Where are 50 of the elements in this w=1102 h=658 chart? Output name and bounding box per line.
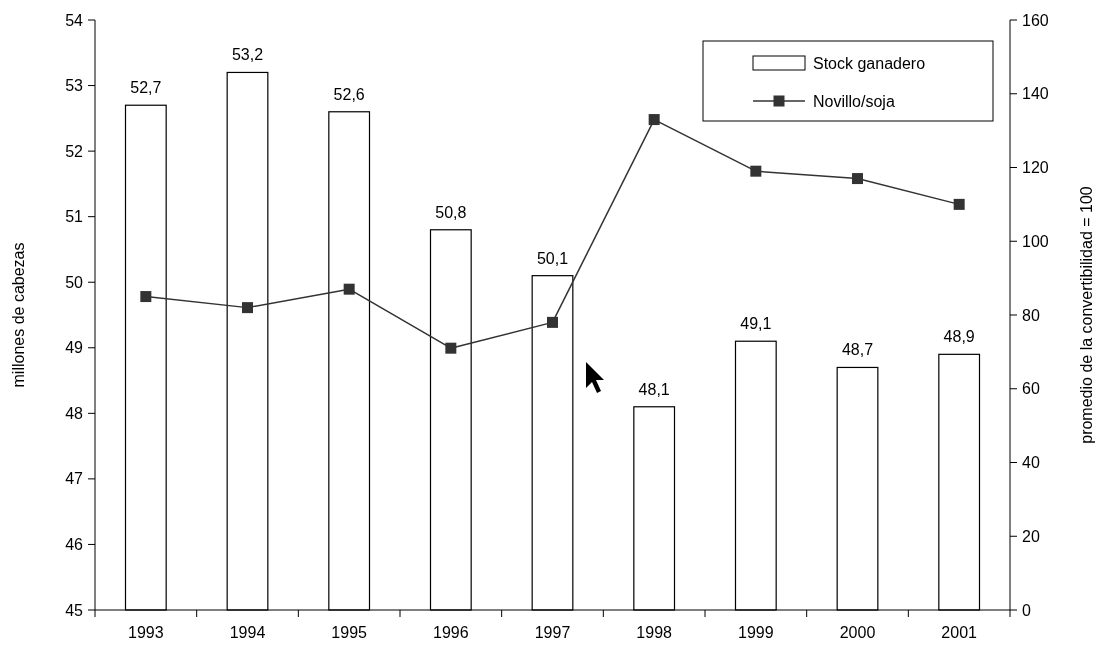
y2-tick-label: 100 [1022,232,1049,250]
data-label: 49,1 [740,315,772,333]
y2-axis-title: promedio de la convertibilidad = 100 [1078,186,1095,444]
x-tick-label: 1997 [534,624,571,641]
data-label: 48,9 [943,328,975,346]
x-tick-label: 1998 [636,624,673,641]
y-tick-label: 45 [65,601,84,619]
data-label: 53,2 [231,46,264,64]
y-tick-label: 54 [65,11,84,29]
point [547,316,558,328]
point [242,302,253,314]
y-tick-label: 47 [65,470,84,488]
point [343,283,355,295]
y2-tick-label: 20 [1022,527,1040,545]
y-tick-label: 46 [65,536,84,554]
y-tick-label: 52 [65,142,84,160]
y2-tick-label: 40 [1022,454,1040,472]
y2-tick-label: 140 [1022,85,1049,103]
x-tick-label: 1996 [433,624,469,641]
y-tick-label: 48 [65,404,84,422]
y2-tick-label: 80 [1022,306,1040,324]
x-tick-label: 2000 [839,624,876,641]
point [750,165,762,177]
y-tick-label: 51 [65,208,84,226]
x-tick-label: 2001 [941,624,978,641]
x-tick-label: 1999 [738,624,774,641]
x-tick-label: 1994 [229,624,266,641]
y2-tick-label: 60 [1022,380,1040,398]
y-tick-label: 50 [65,273,84,291]
data-label: 48,1 [638,380,670,398]
data-label: 52,6 [333,85,365,103]
y2-tick-label: 160 [1022,11,1049,29]
point [445,342,457,354]
x-tick-label: 1995 [331,624,368,641]
y2-tick-label: 120 [1022,159,1049,177]
point [648,114,660,126]
data-label: 48,7 [841,341,874,359]
legend-label: Stock ganadero [813,54,926,72]
x-tick-label: 1993 [128,624,164,641]
y-tick-label: 49 [65,339,84,357]
data-label: 50,1 [536,249,569,267]
y-tick-label: 53 [65,77,84,95]
y-axis-title: millones de cabezas [10,242,27,388]
data-label: 52,7 [130,79,162,97]
y2-tick-label: 0 [1022,601,1031,619]
legend-label: Novillo/soja [813,92,895,110]
point [953,198,965,210]
point [852,173,863,185]
point [140,291,152,303]
data-label: 50,8 [435,203,467,221]
